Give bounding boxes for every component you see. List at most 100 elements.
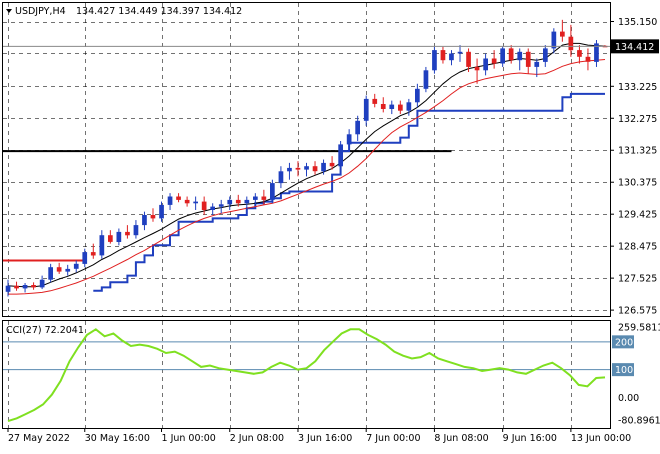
- symbol-header: USDJPY,H4 134.427 134.449 134.397 134.41…: [6, 6, 242, 17]
- cci-line: [7, 328, 606, 423]
- candle-body: [56, 267, 62, 272]
- candle-body: [125, 231, 130, 236]
- candle-body: [423, 70, 429, 89]
- candle-body: [346, 134, 352, 145]
- cci-ref-box: [612, 335, 634, 349]
- y-tick-label: 126.575: [618, 306, 657, 317]
- support-resistance-levels: [3, 150, 452, 262]
- candle-body: [90, 252, 96, 256]
- candle-body: [389, 104, 395, 109]
- candle-body: [585, 56, 591, 62]
- x-tick-label: 7 Jun 00:00: [366, 433, 420, 444]
- x-tick-label: 27 May 2022: [8, 433, 70, 444]
- candle-body: [568, 36, 574, 51]
- candle-body: [116, 231, 122, 242]
- y-tick-label: 130.375: [618, 178, 657, 189]
- candle-body: [108, 235, 113, 242]
- candle-body: [517, 51, 523, 61]
- cci-ref-box: [612, 363, 634, 377]
- trailing-line: [93, 92, 605, 292]
- candle-body: [304, 166, 309, 170]
- candle-body: [525, 51, 531, 67]
- candle-body: [295, 167, 301, 170]
- candle-body: [73, 263, 79, 269]
- candle-body: [508, 48, 514, 61]
- x-tick-label: 13 Jun 00:00: [571, 433, 631, 444]
- dropdown-triangle-icon[interactable]: [6, 9, 12, 13]
- candle-body: [218, 204, 224, 207]
- y-tick-label: 131.325: [618, 146, 657, 157]
- candle-body: [398, 104, 403, 111]
- slow-ma-line: [8, 59, 606, 295]
- candle-body: [329, 162, 335, 167]
- y-tick-label: 127.525: [618, 274, 657, 285]
- candle-body: [380, 104, 386, 109]
- candle-body: [534, 61, 540, 67]
- candle-body: [363, 98, 369, 121]
- candle-body: [466, 51, 471, 67]
- candle-body: [355, 120, 360, 135]
- y-tick-label: 128.475: [618, 242, 657, 253]
- current-price-box: [611, 39, 659, 54]
- cci-label: CCI(27) 72.2041: [6, 325, 84, 336]
- candle-body: [440, 50, 446, 61]
- candle-body: [31, 285, 36, 288]
- candle-body: [543, 48, 548, 62]
- candle-body: [65, 268, 71, 272]
- y-axis-labels: 135.150 133.225 132.275 131.325 130.375 129.4…: [610, 17, 660, 426]
- candle-body: [210, 206, 215, 210]
- candle-body: [321, 162, 326, 172]
- candle-body: [415, 88, 420, 103]
- candle-body: [278, 171, 284, 184]
- candle-body: [338, 144, 343, 167]
- moving-averages: [7, 42, 606, 295]
- candle-body: [39, 279, 45, 288]
- candle-body: [227, 199, 233, 205]
- candle-body: [253, 196, 258, 200]
- candle-body: [432, 50, 437, 71]
- current-price-marker: 134.412: [3, 39, 659, 54]
- candle-body: [201, 201, 207, 210]
- x-tick-label: 30 May 16:00: [85, 433, 150, 444]
- candle-body: [176, 196, 181, 200]
- candle-body: [474, 66, 480, 71]
- candle-body: [133, 225, 139, 236]
- x-tick-label: 3 Jun 16:00: [298, 433, 352, 444]
- candle-body: [167, 196, 173, 205]
- symbol-label: USDJPY,H4: [15, 6, 66, 17]
- candle-body: [449, 53, 454, 61]
- cci-tick-label: 200: [615, 337, 633, 348]
- candle-body: [22, 285, 28, 289]
- candle-body: [142, 215, 147, 226]
- candle-body: [560, 31, 565, 37]
- candle-body: [287, 167, 292, 172]
- candle-body: [82, 252, 88, 264]
- candle-body: [184, 199, 190, 204]
- candle-body: [372, 98, 378, 104]
- candle-body: [261, 196, 267, 200]
- candles: [5, 19, 608, 297]
- candle-body: [244, 199, 250, 204]
- x-axis-labels: 27 May 2022 30 May 16:00 1 Jun 00:00 2 Jun …: [7, 428, 631, 444]
- candle-body: [500, 48, 505, 64]
- cci-tick-label: 100: [615, 365, 633, 376]
- grid: [3, 3, 610, 428]
- x-tick-label: 1 Jun 00:00: [162, 433, 216, 444]
- cci-indicator: [3, 328, 610, 423]
- candle-body: [491, 58, 497, 64]
- candle-body: [577, 50, 582, 57]
- candle-body: [159, 204, 164, 219]
- candle-body: [406, 102, 412, 111]
- candle-body: [5, 285, 11, 292]
- y-tick-label: 133.225: [618, 82, 657, 93]
- ohlc-label: 134.427 134.449 134.397 134.412: [76, 6, 242, 17]
- candle-body: [594, 43, 599, 62]
- x-tick-label: 8 Jun 08:00: [434, 433, 488, 444]
- y-tick-label: 132.275: [618, 114, 657, 125]
- candle-body: [150, 215, 156, 219]
- fast-ma-line: [7, 42, 606, 288]
- current-price-label: 134.412: [615, 42, 654, 53]
- candle-body: [457, 51, 463, 54]
